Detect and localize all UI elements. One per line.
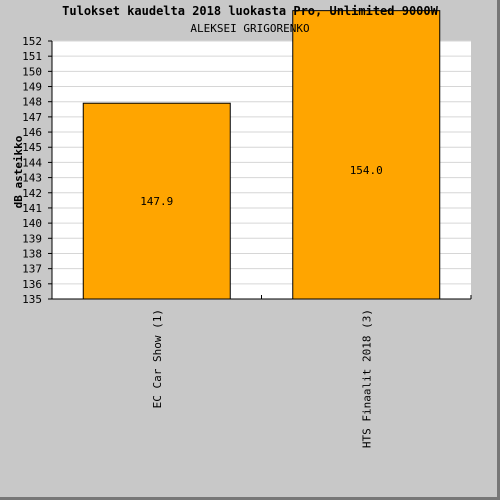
y-tick-label: 147 bbox=[22, 111, 42, 124]
y-tick-label: 149 bbox=[22, 81, 42, 94]
y-tick-label: 135 bbox=[22, 293, 42, 306]
y-tick-label: 146 bbox=[22, 126, 42, 139]
y-tick-label: 143 bbox=[22, 172, 42, 185]
value-labels: 147.9 154.0 bbox=[140, 164, 383, 208]
x-category-label: HTS Finaalit 2018 (3) bbox=[360, 309, 373, 448]
y-tick-label: 136 bbox=[22, 278, 42, 291]
y-tick-label: 138 bbox=[22, 247, 42, 260]
chart-subtitle: ALEKSEI GRIGORENKO bbox=[190, 22, 309, 35]
y-tick-label: 145 bbox=[22, 141, 42, 154]
y-tick-label: 141 bbox=[22, 202, 42, 215]
x-category-labels: EC Car Show (1) HTS Finaalit 2018 (3) bbox=[151, 309, 374, 448]
chart-title: Tulokset kaudelta 2018 luokasta Pro, Unl… bbox=[62, 4, 438, 18]
bar-value-label: 147.9 bbox=[140, 195, 173, 208]
y-tick-label: 152 bbox=[22, 35, 42, 48]
y-tick-label: 148 bbox=[22, 96, 42, 109]
bar bbox=[82, 102, 231, 300]
y-tick-label: 139 bbox=[22, 232, 42, 245]
y-tick-labels: 135 136 137 138 139 140 141 142 143 144 145 146 147 1… bbox=[22, 35, 42, 306]
y-tick-label: 151 bbox=[22, 50, 42, 63]
y-tick-label: 137 bbox=[22, 263, 42, 276]
bars bbox=[82, 10, 441, 300]
y-axis-label: dB asteikko bbox=[12, 135, 25, 208]
y-tick-label: 144 bbox=[22, 156, 42, 169]
bar bbox=[292, 10, 441, 300]
axes bbox=[48, 40, 472, 300]
x-category-label: EC Car Show (1) bbox=[151, 309, 164, 408]
bar-value-label: 154.0 bbox=[350, 164, 383, 177]
y-tick-label: 142 bbox=[22, 187, 42, 200]
y-tick-label: 140 bbox=[22, 217, 42, 230]
y-tick-label: 150 bbox=[22, 65, 42, 78]
